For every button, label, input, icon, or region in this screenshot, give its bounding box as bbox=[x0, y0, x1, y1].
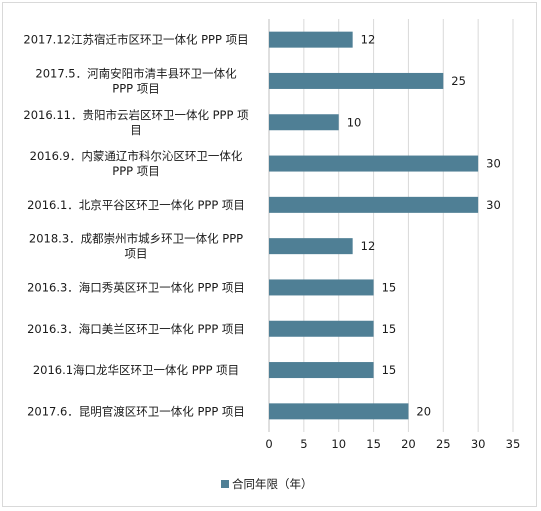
bar bbox=[269, 238, 353, 255]
category-label: 2016.1海口龙华区环卫一体化 PPP 项目 bbox=[33, 363, 239, 377]
x-tick-label: 35 bbox=[506, 437, 521, 451]
data-label: 30 bbox=[486, 157, 501, 171]
x-tick-label: 20 bbox=[401, 437, 416, 451]
bar bbox=[269, 155, 479, 172]
category-label-line: 目 bbox=[130, 123, 142, 137]
labels-layer: 0 5 10 15 20 25 30 35 12 2017.12江苏宿迁市区环卫一体化 PPP 项… bbox=[23, 33, 520, 451]
category-label-line: PPP 项目 bbox=[112, 164, 159, 178]
data-label: 10 bbox=[347, 115, 362, 129]
category-label-line: 2016.11．贵阳市云岩区环卫一体化 PPP 项 bbox=[23, 108, 249, 122]
bar bbox=[269, 31, 353, 48]
legend: 合同年限（年） bbox=[221, 477, 313, 491]
legend-swatch bbox=[221, 480, 229, 488]
bar bbox=[269, 362, 374, 379]
data-label: 20 bbox=[416, 404, 431, 418]
category-label-line: 2018.3．成都崇州市城乡环卫一体化 PPP bbox=[29, 232, 243, 246]
category-label-line: PPP 项目 bbox=[112, 81, 159, 95]
data-label: 15 bbox=[382, 280, 397, 294]
category-label: 2016.3．海口美兰区环卫一体化 PPP 项目 bbox=[27, 322, 245, 336]
category-label-line: 2016.3．海口美兰区环卫一体化 PPP 项目 bbox=[27, 322, 245, 336]
bar bbox=[269, 196, 479, 213]
category-label-line: 2017.5．河南安阳市清丰县环卫一体化 bbox=[35, 66, 237, 80]
bar bbox=[269, 403, 409, 420]
bar bbox=[269, 72, 444, 89]
category-label: 2017.5．河南安阳市清丰县环卫一体化 PPP 项目 bbox=[35, 66, 237, 95]
category-label-line: 2017.12江苏宿迁市区环卫一体化 PPP 项目 bbox=[23, 33, 248, 47]
category-label: 2016.9．内蒙通辽市科尔沁区环卫一体化 PPP 项目 bbox=[30, 149, 243, 178]
category-label: 2016.11．贵阳市云岩区环卫一体化 PPP 项目 bbox=[23, 108, 249, 137]
x-tick-label: 5 bbox=[300, 437, 307, 451]
data-label: 15 bbox=[382, 322, 397, 336]
x-tick-label: 10 bbox=[331, 437, 346, 451]
data-label: 30 bbox=[486, 198, 501, 212]
data-label: 15 bbox=[382, 363, 397, 377]
data-label: 12 bbox=[361, 239, 376, 253]
category-label-line: 2016.1海口龙华区环卫一体化 PPP 项目 bbox=[33, 363, 239, 377]
bar bbox=[269, 114, 339, 131]
category-label-line: 2016.9．内蒙通辽市科尔沁区环卫一体化 bbox=[30, 149, 243, 163]
bars-layer bbox=[269, 31, 479, 420]
x-tick-label: 25 bbox=[436, 437, 451, 451]
category-label: 2017.12江苏宿迁市区环卫一体化 PPP 项目 bbox=[23, 33, 248, 47]
x-tick-label: 0 bbox=[265, 437, 272, 451]
category-label-line: 2017.6．昆明官渡区环卫一体化 PPP 项目 bbox=[27, 404, 245, 418]
data-label: 25 bbox=[451, 74, 466, 88]
category-label: 2017.6．昆明官渡区环卫一体化 PPP 项目 bbox=[27, 404, 245, 418]
category-label-line: 项目 bbox=[125, 247, 148, 261]
category-label: 2016.3．海口秀英区环卫一体化 PPP 项目 bbox=[27, 280, 245, 294]
data-label: 12 bbox=[361, 33, 376, 47]
category-label-line: 2016.3．海口秀英区环卫一体化 PPP 项目 bbox=[27, 280, 245, 294]
x-tick-label: 15 bbox=[366, 437, 381, 451]
bar bbox=[269, 279, 374, 296]
x-tick-label: 30 bbox=[471, 437, 486, 451]
category-label: 2016.1．北京平谷区环卫一体化 PPP 项目 bbox=[27, 198, 245, 212]
category-label: 2018.3．成都崇州市城乡环卫一体化 PPP 项目 bbox=[29, 232, 243, 261]
bar bbox=[269, 320, 374, 337]
category-label-line: 2016.1．北京平谷区环卫一体化 PPP 项目 bbox=[27, 198, 245, 212]
legend-label: 合同年限（年） bbox=[232, 477, 313, 491]
